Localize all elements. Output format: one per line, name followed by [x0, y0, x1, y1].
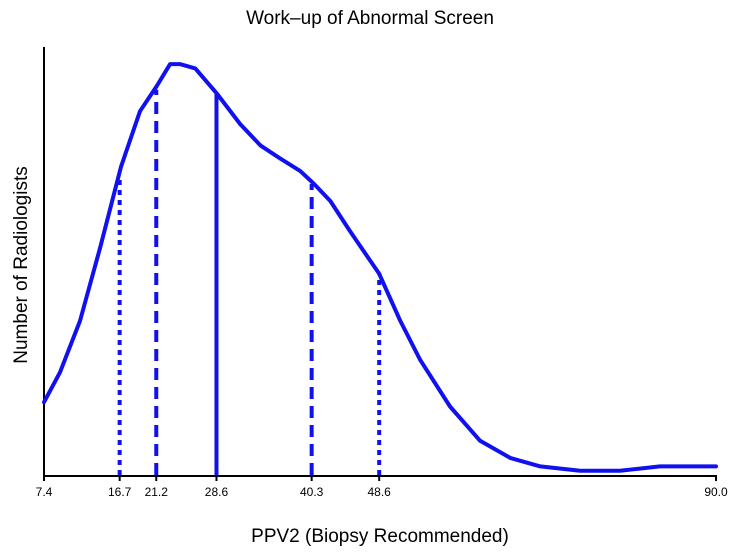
x-axis-label: PPV2 (Biopsy Recommended) [251, 526, 509, 547]
y-axis-label: Number of Radiologists [11, 166, 32, 363]
x-tick-label: 48.6 [368, 485, 392, 499]
x-tick-label: 21.2 [145, 485, 169, 499]
density-curve [42, 62, 718, 473]
x-tick-label: 90.0 [704, 485, 728, 499]
x-tick-label: 7.4 [36, 485, 53, 499]
x-tick-label: 16.7 [108, 485, 132, 499]
x-tick-label: 40.3 [300, 485, 324, 499]
chart-title: Work–up of Abnormal Screen [246, 8, 494, 29]
x-tick-label: 28.6 [205, 485, 229, 499]
